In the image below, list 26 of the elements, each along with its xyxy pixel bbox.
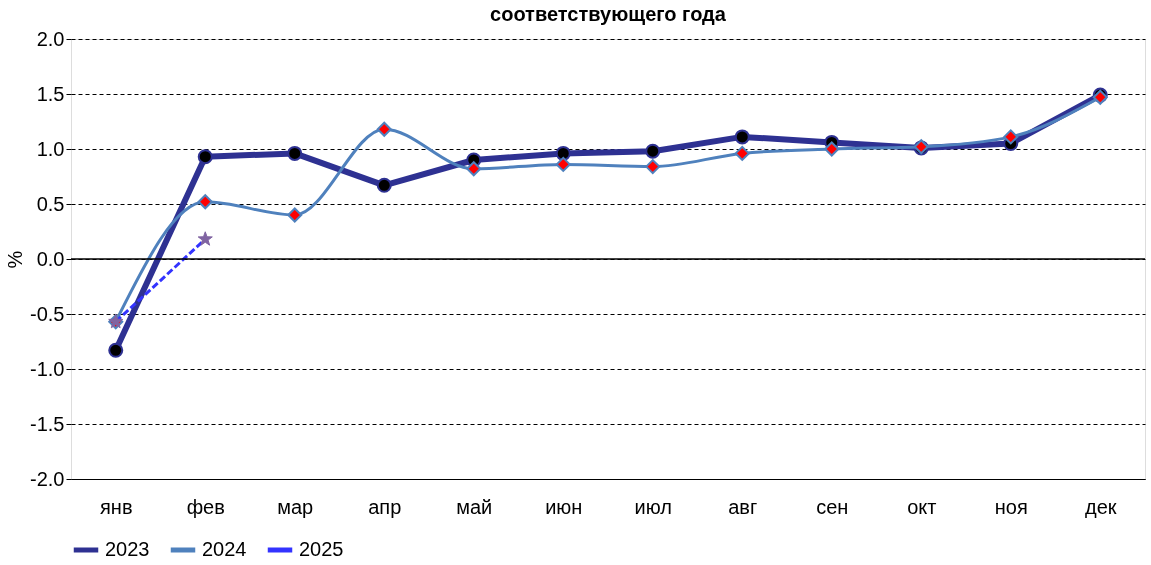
legend-label: 2025 (299, 538, 344, 560)
x-tick-label: ноя (994, 495, 1028, 518)
x-tick-label: апр (368, 495, 402, 518)
x-tick-label: дек (1084, 495, 1117, 518)
y-tick-label: -0.5 (30, 302, 65, 325)
y-axis-title: % (4, 250, 27, 269)
x-tick-label: янв (100, 495, 133, 518)
x-tick-label: май (456, 495, 493, 518)
x-tick-label: июн (545, 495, 583, 518)
y-tick-label: -1.5 (30, 412, 65, 435)
x-tick-label: авг (728, 495, 758, 518)
y-tick-label: 0.0 (36, 247, 65, 270)
legend-label: 2023 (105, 538, 150, 560)
legend-label: 2024 (202, 538, 247, 560)
x-tick-label: сен (816, 495, 849, 518)
x-tick-label: мар (277, 495, 314, 518)
x-tick-label: фев (186, 495, 225, 518)
y-tick-label: 2.0 (36, 27, 65, 50)
chart-title: соответствующего года (490, 3, 727, 25)
y-tick-label: 1.0 (36, 137, 65, 160)
x-tick-label: окт (907, 495, 937, 518)
x-tick-label: июл (634, 495, 672, 518)
y-tick-label: 0.5 (36, 192, 65, 215)
y-tick-label: -2.0 (30, 467, 65, 490)
y-tick-label: 1.5 (36, 82, 65, 105)
y-tick-label: -1.0 (30, 357, 65, 380)
